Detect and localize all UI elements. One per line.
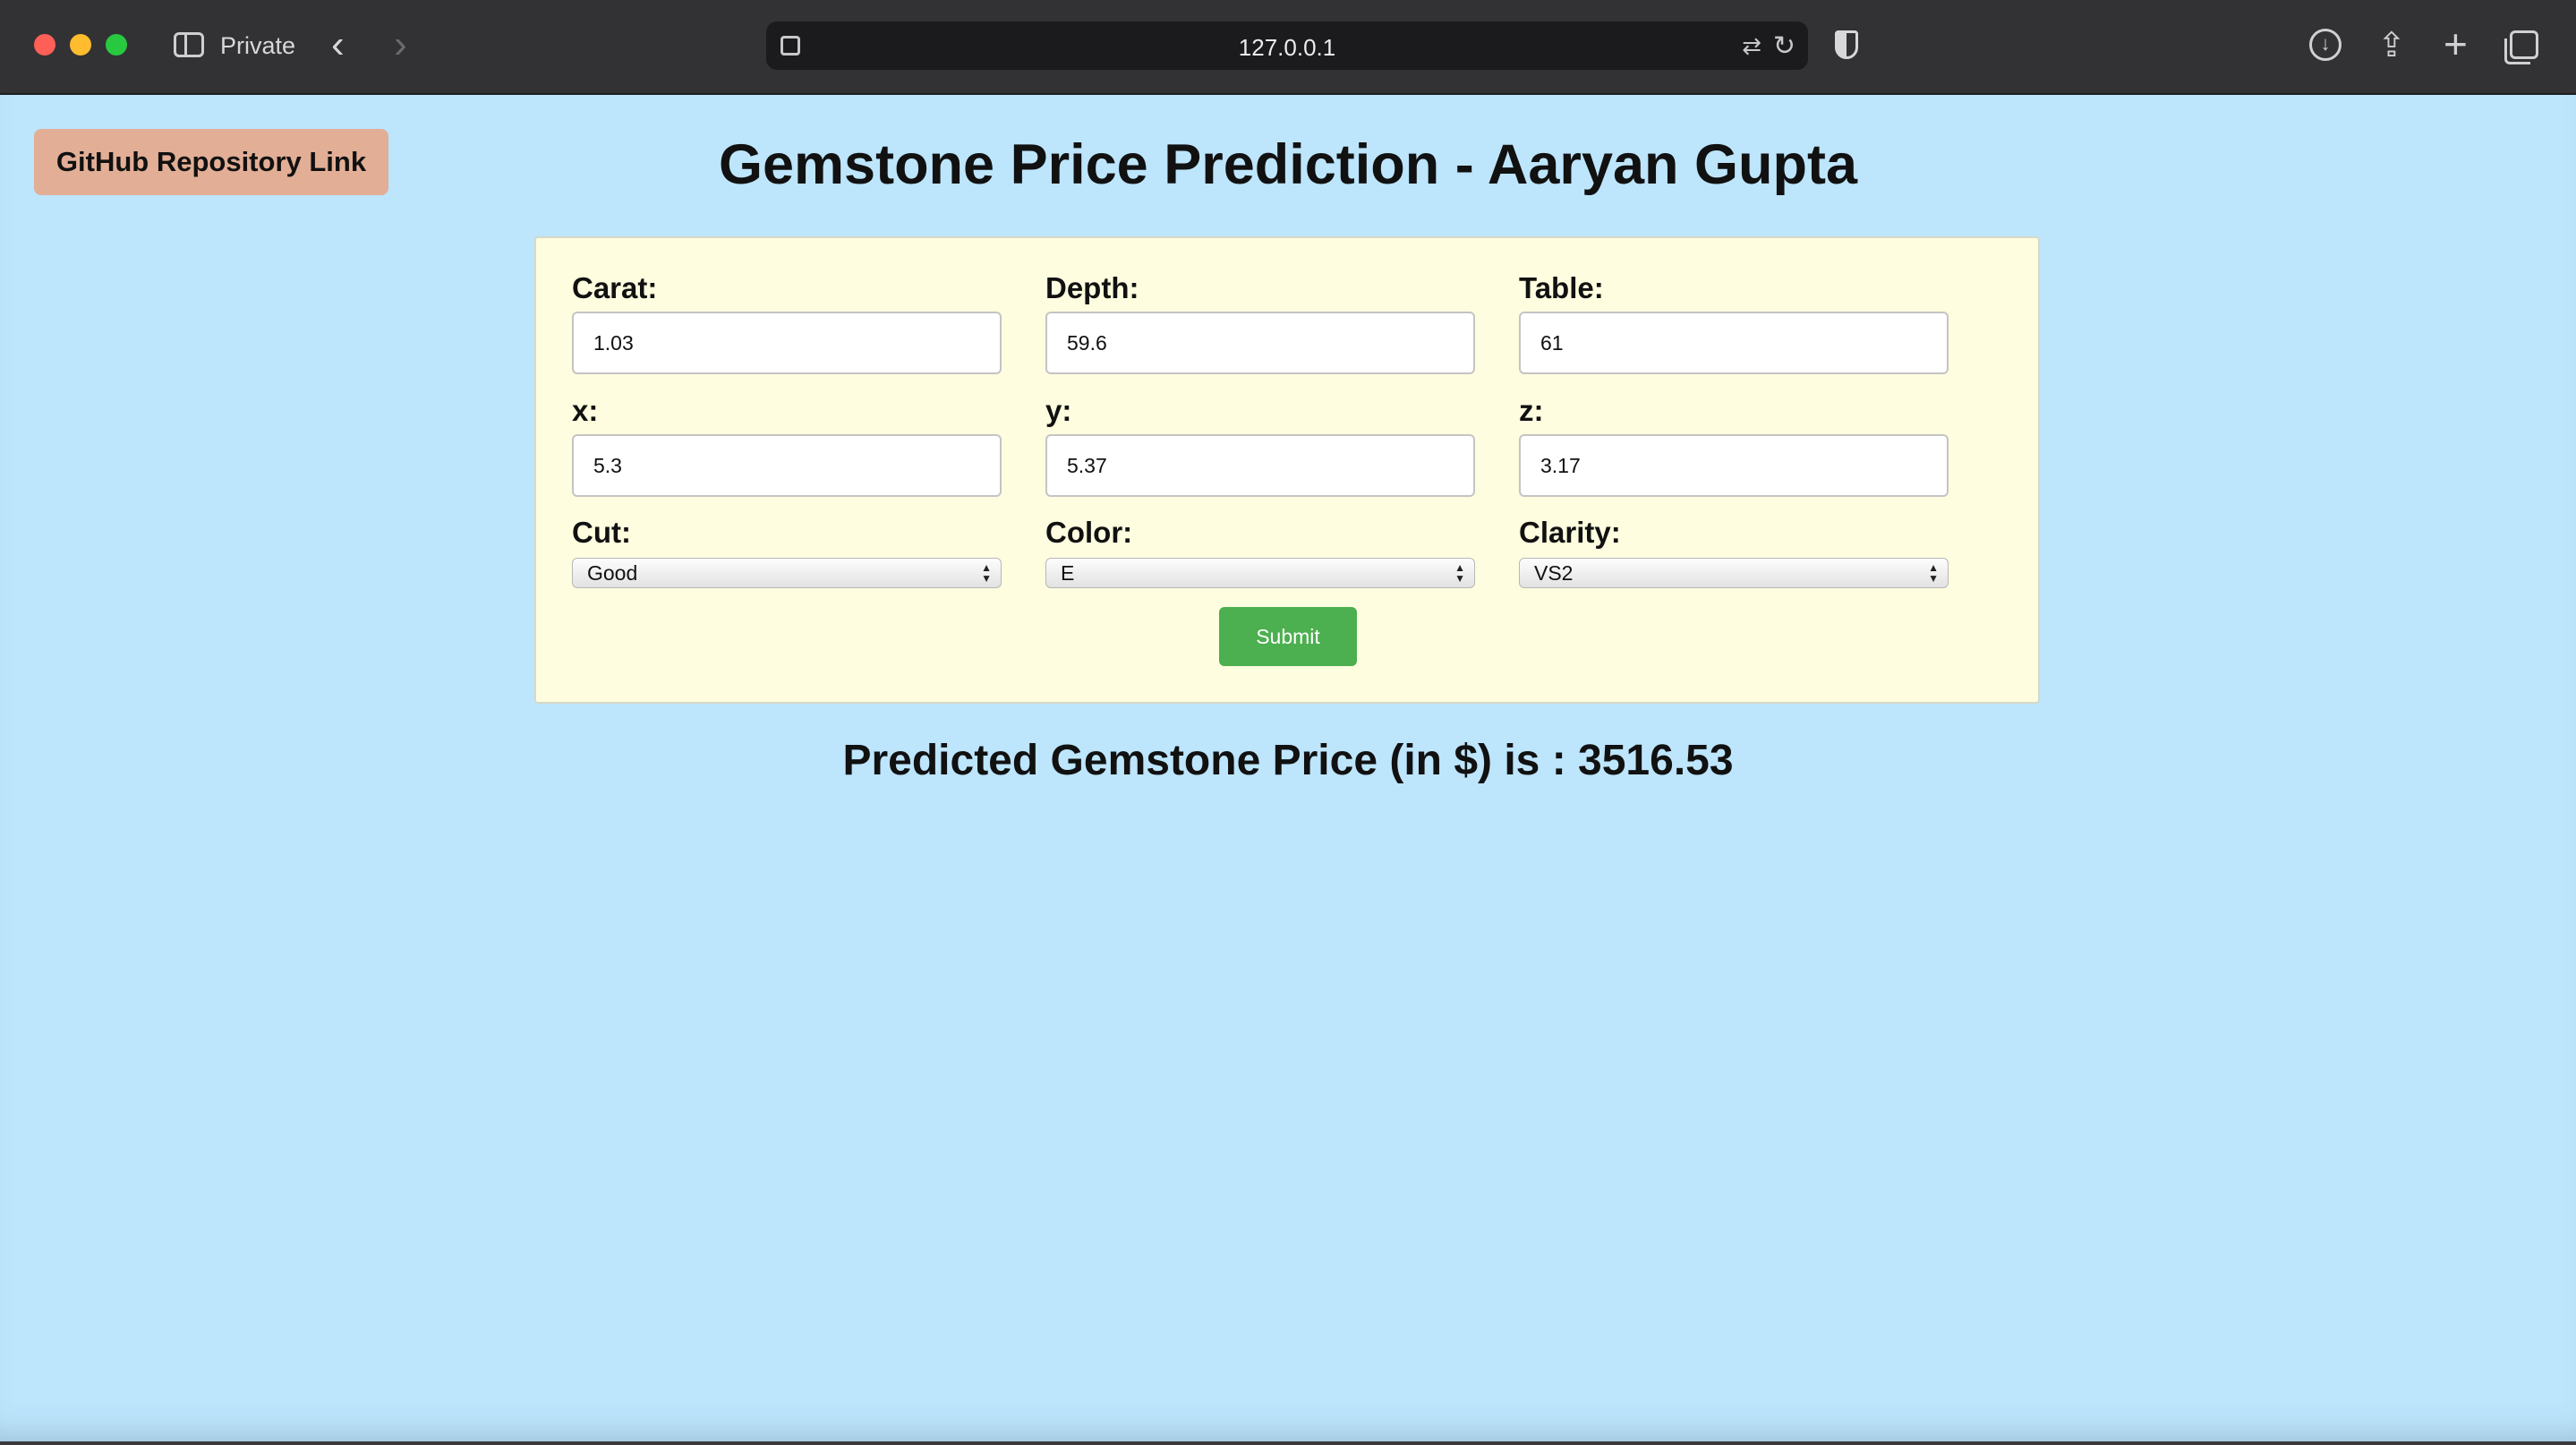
table-field: Table:	[1519, 270, 1949, 374]
y-field: y:	[1045, 393, 1475, 497]
translate-icon[interactable]: ⇄	[1742, 32, 1761, 59]
color-label: Color:	[1045, 516, 1133, 549]
color-selected-value: E	[1061, 561, 1075, 585]
carat-input[interactable]	[572, 312, 1002, 374]
prediction-form: Carat: Depth: Table: x: y: z: Cut:	[534, 236, 2040, 704]
carat-field: Carat:	[572, 270, 1002, 374]
cut-label: Cut:	[572, 516, 631, 549]
submit-button[interactable]: Submit	[1219, 607, 1357, 666]
cut-select[interactable]: Good ▲ ▼	[572, 558, 1002, 588]
z-label: z:	[1519, 394, 1544, 427]
zoom-window-button[interactable]	[106, 34, 127, 56]
clarity-selected-value: VS2	[1534, 561, 1574, 585]
z-input[interactable]	[1519, 434, 1949, 497]
back-arrow-icon[interactable]: ‹	[331, 22, 345, 66]
clarity-field: Clarity: VS2 ▲ ▼	[1519, 515, 1949, 588]
sidebar-toggle-icon[interactable]	[174, 32, 204, 57]
color-field: Color: E ▲ ▼	[1045, 515, 1475, 588]
forward-arrow-icon[interactable]: ›	[394, 22, 407, 66]
minimize-window-button[interactable]	[70, 34, 91, 56]
reload-icon[interactable]: ↻	[1772, 31, 1796, 61]
cut-selected-value: Good	[587, 561, 638, 585]
privacy-shield-icon[interactable]	[1835, 30, 1858, 59]
y-input[interactable]	[1045, 434, 1475, 497]
table-input[interactable]	[1519, 312, 1949, 374]
carat-label: Carat:	[572, 271, 658, 304]
cut-field: Cut: Good ▲ ▼	[572, 515, 1002, 588]
select-arrows-icon: ▲ ▼	[981, 561, 992, 585]
address-bar[interactable]: 127.0.0.1 ⇄ ↻	[766, 21, 1808, 70]
private-mode-label: Private	[220, 32, 296, 59]
x-label: x:	[572, 394, 599, 427]
select-arrows-icon: ▲ ▼	[1454, 561, 1465, 585]
page-menu-icon[interactable]	[780, 36, 800, 56]
depth-field: Depth:	[1045, 270, 1475, 374]
downloads-icon[interactable]: ↓	[2309, 29, 2341, 61]
depth-input[interactable]	[1045, 312, 1475, 374]
table-label: Table:	[1519, 271, 1604, 304]
tab-overview-icon[interactable]	[2504, 30, 2538, 64]
prediction-result: Predicted Gemstone Price (in $) is : 351…	[842, 737, 1734, 784]
new-tab-icon[interactable]: +	[2444, 21, 2468, 67]
page-title: Gemstone Price Prediction - Aaryan Gupta	[719, 133, 1857, 196]
clarity-select[interactable]: VS2 ▲ ▼	[1519, 558, 1949, 588]
close-window-button[interactable]	[34, 34, 55, 56]
color-select[interactable]: E ▲ ▼	[1045, 558, 1475, 588]
github-repository-link[interactable]: GitHub Repository Link	[34, 129, 388, 195]
z-field: z:	[1519, 393, 1949, 497]
x-field: x:	[572, 393, 1002, 497]
select-arrows-icon: ▲ ▼	[1928, 561, 1939, 585]
clarity-label: Clarity:	[1519, 516, 1621, 549]
x-input[interactable]	[572, 434, 1002, 497]
depth-label: Depth:	[1045, 271, 1139, 304]
address-text: 127.0.0.1	[1238, 34, 1336, 61]
share-icon[interactable]: ⇪	[2377, 27, 2406, 64]
page-viewport: GitHub Repository Link Gemstone Price Pr…	[0, 95, 2576, 1441]
browser-toolbar: Private ‹ › 127.0.0.1 ⇄ ↻ ↓ ⇪ +	[0, 0, 2576, 95]
y-label: y:	[1045, 394, 1072, 427]
